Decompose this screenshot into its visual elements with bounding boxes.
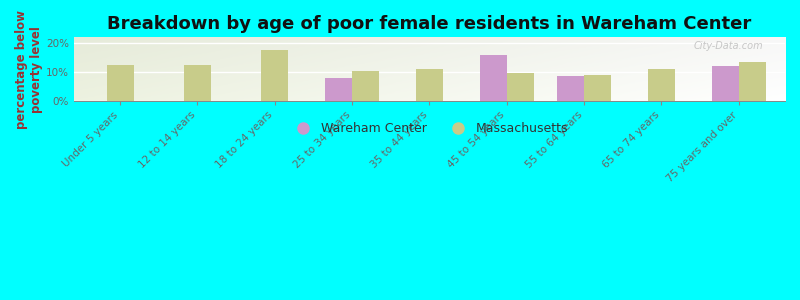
- Title: Breakdown by age of poor female residents in Wareham Center: Breakdown by age of poor female resident…: [107, 15, 751, 33]
- Bar: [738, 62, 766, 101]
- Bar: [184, 65, 211, 101]
- Bar: [479, 55, 506, 101]
- Bar: [648, 69, 675, 101]
- Bar: [711, 66, 738, 101]
- Bar: [584, 75, 611, 101]
- Bar: [416, 69, 443, 101]
- Bar: [557, 76, 584, 101]
- Bar: [325, 78, 352, 101]
- Bar: [261, 50, 288, 101]
- Bar: [106, 65, 134, 101]
- Y-axis label: percentage below
poverty level: percentage below poverty level: [15, 10, 43, 129]
- Text: City-Data.com: City-Data.com: [694, 40, 764, 50]
- Bar: [506, 74, 534, 101]
- Bar: [352, 70, 379, 101]
- Legend: Wareham Center, Massachusetts: Wareham Center, Massachusetts: [286, 118, 573, 140]
